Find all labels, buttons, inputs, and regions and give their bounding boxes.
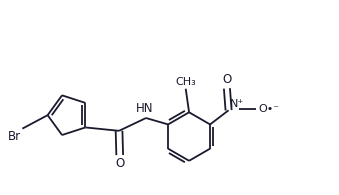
Text: O: O (115, 157, 124, 170)
Text: HN: HN (136, 102, 153, 115)
Text: Br: Br (7, 130, 21, 143)
Text: O•⁻: O•⁻ (258, 104, 279, 114)
Text: N⁺: N⁺ (230, 99, 244, 109)
Text: CH₃: CH₃ (175, 77, 196, 87)
Text: O: O (222, 73, 232, 86)
